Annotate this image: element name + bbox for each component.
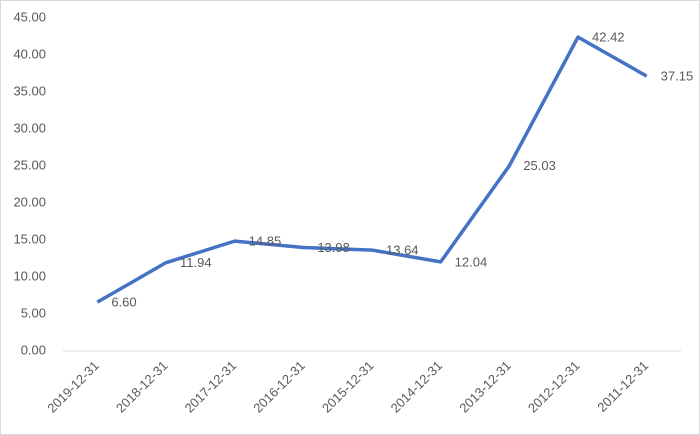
data-label: 14.85	[249, 234, 282, 249]
y-tick-label: 10.00	[13, 268, 46, 283]
y-tick-label: 35.00	[13, 83, 46, 98]
y-tick-label: 15.00	[13, 231, 46, 246]
y-tick-label: 0.00	[21, 342, 46, 357]
data-label: 37.15	[661, 69, 694, 84]
data-label: 13.64	[386, 243, 419, 258]
data-label: 42.42	[592, 30, 625, 45]
y-tick-label: 25.00	[13, 157, 46, 172]
y-tick-label: 30.00	[13, 120, 46, 135]
data-label: 12.04	[455, 254, 488, 269]
data-label: 11.94	[180, 255, 212, 270]
data-label: 25.03	[523, 158, 556, 173]
data-label: 13.98	[317, 240, 350, 255]
y-tick-label: 20.00	[13, 194, 46, 209]
y-tick-label: 5.00	[21, 305, 46, 320]
line	[96, 35, 648, 304]
data-label: 6.60	[111, 295, 136, 310]
y-tick-label: 45.00	[13, 9, 46, 24]
y-tick-label: 40.00	[13, 46, 46, 61]
